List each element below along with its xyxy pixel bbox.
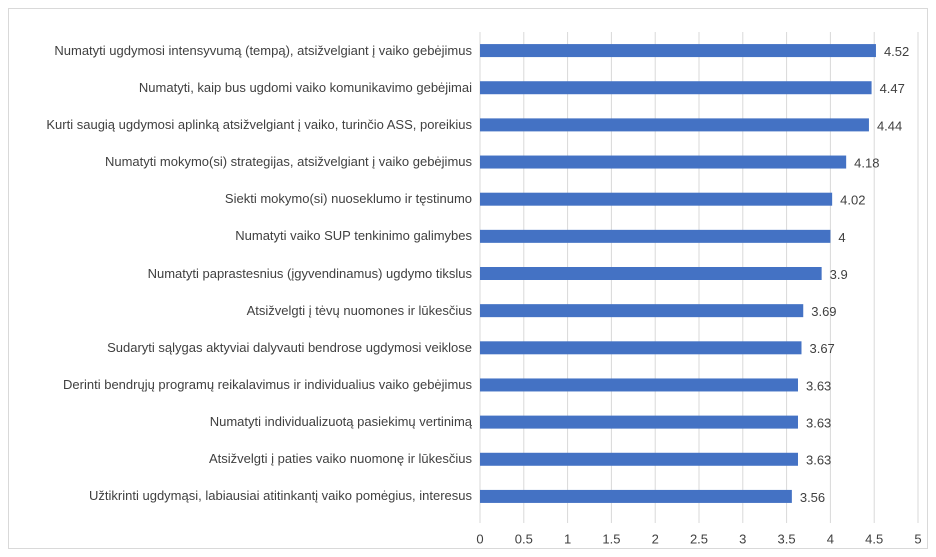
- x-tick-label: 0.5: [515, 531, 533, 546]
- category-label-box: Numatyti vaiko SUP tenkinimo galimybes: [20, 228, 472, 244]
- value-label: 4.47: [880, 81, 905, 96]
- x-tick-label: 4: [827, 531, 834, 546]
- category-label: Sudaryti sąlygas aktyviai dalyvauti bend…: [107, 339, 472, 355]
- bar: [480, 378, 798, 392]
- bar: [480, 267, 822, 280]
- value-label: 4.18: [854, 155, 879, 170]
- category-label: Kurti saugią ugdymosi aplinką atsižvelgi…: [46, 116, 472, 132]
- value-label: 3.63: [806, 453, 831, 468]
- x-tick-label: 3.5: [778, 531, 796, 546]
- value-label: 4: [838, 230, 845, 245]
- value-label: 3.56: [800, 490, 825, 505]
- category-label-box: Užtikrinti ugdymąsi, labiausiai atitinka…: [20, 488, 472, 504]
- category-label-box: Siekti mokymo(si) nuoseklumo ir tęstinum…: [20, 191, 472, 207]
- bar: [480, 155, 847, 169]
- category-label: Numatyti individualizuotą pasiekimų vert…: [209, 414, 472, 430]
- bar: [480, 489, 792, 503]
- x-tick-label: 5: [914, 531, 921, 546]
- value-label: 3.63: [806, 378, 831, 393]
- category-label: Atsižvelgti į paties vaiko nuomonę ir lū…: [208, 451, 472, 467]
- x-tick-label: 1: [564, 531, 571, 546]
- bar: [480, 341, 802, 355]
- category-label-box: Sudaryti sąlygas aktyviai dalyvauti bend…: [20, 340, 472, 356]
- category-label: Derinti bendrųjų programų reikalavimus i…: [63, 376, 472, 392]
- bar: [480, 229, 831, 243]
- category-label-box: Numatyti individualizuotą pasiekimų vert…: [20, 414, 472, 430]
- x-tick-label: 0: [476, 531, 483, 546]
- category-label-box: Numatyti paprastesnius (įgyvendinamus) u…: [20, 266, 472, 282]
- bar: [480, 81, 872, 95]
- bar: [480, 192, 833, 206]
- category-label: Numatyti mokymo(si) strategijas, atsižve…: [104, 154, 472, 170]
- value-label: 4.02: [840, 193, 865, 208]
- value-label: 4.44: [877, 118, 902, 133]
- category-label: Siekti mokymo(si) nuoseklumo ir tęstinum…: [224, 191, 472, 207]
- category-label-box: Kurti saugią ugdymosi aplinką atsižvelgi…: [20, 117, 472, 133]
- category-label-box: Numatyti, kaip bus ugdomi vaiko komunika…: [20, 80, 472, 96]
- bar: [480, 118, 869, 132]
- value-label: 3.9: [830, 267, 848, 282]
- category-label: Numatyti ugdymosi intensyvumą (tempą), a…: [54, 42, 472, 58]
- x-tick-label: 1.5: [602, 531, 620, 546]
- value-label: 3.67: [809, 341, 834, 356]
- bar: [480, 452, 798, 466]
- value-label: 4.52: [884, 44, 909, 59]
- category-label: Atsižvelgti į tėvų nuomones ir lūkesčius: [246, 302, 472, 318]
- category-label: Numatyti paprastesnius (įgyvendinamus) u…: [147, 265, 472, 281]
- category-label-box: Atsižvelgti į tėvų nuomones ir lūkesčius: [20, 303, 472, 319]
- category-label-box: Numatyti ugdymosi intensyvumą (tempą), a…: [20, 43, 472, 59]
- category-label: Užtikrinti ugdymąsi, labiausiai atitinka…: [89, 488, 472, 504]
- x-tick-label: 4.5: [865, 531, 883, 546]
- bar: [480, 415, 798, 429]
- x-tick-label: 2.5: [690, 531, 708, 546]
- category-label-box: Atsižvelgti į paties vaiko nuomonę ir lū…: [20, 451, 472, 467]
- bar: [480, 304, 804, 318]
- bar: [480, 44, 876, 58]
- value-label: 3.69: [811, 304, 836, 319]
- chart-frame: [8, 8, 928, 549]
- x-tick-label: 3: [739, 531, 746, 546]
- category-label: Numatyti, kaip bus ugdomi vaiko komunika…: [138, 79, 472, 95]
- category-label: Numatyti vaiko SUP tenkinimo galimybes: [235, 228, 472, 244]
- category-label-box: Numatyti mokymo(si) strategijas, atsižve…: [20, 154, 472, 170]
- value-label: 3.63: [806, 416, 831, 431]
- x-tick-label: 2: [652, 531, 659, 546]
- category-label-box: Derinti bendrųjų programų reikalavimus i…: [20, 377, 472, 393]
